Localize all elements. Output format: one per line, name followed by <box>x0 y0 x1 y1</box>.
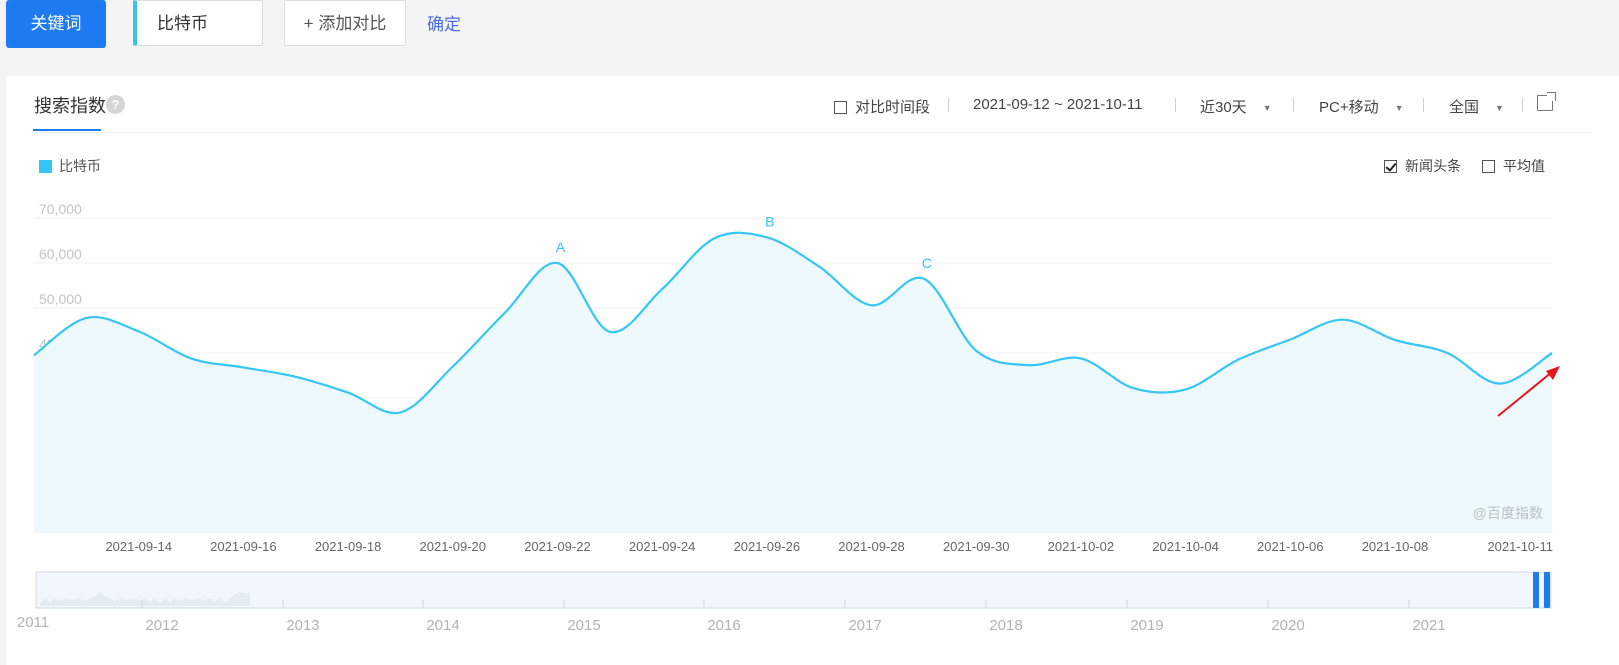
overview-year-label: 2017 <box>848 617 881 634</box>
region-select[interactable]: 全国 ▼ <box>1449 96 1504 117</box>
date-range-picker[interactable]: 2021-09-12 ~ 2021-10-11 <box>973 96 1143 113</box>
annotation-marker: C <box>922 255 932 271</box>
add-compare-label: 添加对比 <box>318 14 387 33</box>
annotation-marker: A <box>556 239 566 255</box>
help-icon[interactable]: ? <box>106 95 125 114</box>
overview-track <box>35 571 1552 609</box>
overview-mini-trend <box>40 591 250 606</box>
legend-label: 比特币 <box>59 158 101 174</box>
x-tick-label: 2021-09-28 <box>838 539 905 554</box>
x-tick-label: 2021-09-16 <box>210 539 277 554</box>
overview-handle-left <box>1533 572 1539 608</box>
x-tick-label: 2021-09-22 <box>524 539 591 554</box>
overview-year-label: 2013 <box>286 617 319 634</box>
annotation-arrowhead <box>1546 366 1560 380</box>
overview-year-label: 2016 <box>707 617 740 634</box>
x-axis-tick-labels: 2021-09-14 2021-09-16 2021-09-18 2021-09-20… <box>105 539 1553 554</box>
keyword-input[interactable]: 比特币 <box>133 0 263 46</box>
device-select[interactable]: PC+移动 ▼ <box>1319 96 1404 117</box>
overview-year-label: 2020 <box>1271 617 1304 634</box>
overview-handle-right <box>1544 572 1550 608</box>
y-tick-label: 50,000 <box>39 291 82 307</box>
confirm-link[interactable]: 确定 <box>427 15 461 34</box>
overview-year-label: 2012 <box>145 617 178 634</box>
divider <box>1522 98 1523 112</box>
compare-period-toggle[interactable]: 对比时间段 <box>834 96 930 117</box>
period-select[interactable]: 近30天 ▼ <box>1200 96 1272 117</box>
caret-down-icon: ▼ <box>1262 103 1272 113</box>
overview-year-label: 2015 <box>567 617 600 634</box>
x-tick-label: 2021-10-02 <box>1048 539 1115 554</box>
annotation-markers: A B C <box>556 213 932 270</box>
keyword-button[interactable]: 关键词 <box>6 0 106 48</box>
x-tick-label: 2021-09-18 <box>315 539 382 554</box>
overview-year-label: 2021 <box>1412 617 1445 634</box>
overview-year-label: 2019 <box>1130 617 1163 634</box>
x-tick-label: 2021-10-11 <box>1487 539 1553 554</box>
x-tick-label: 2021-10-06 <box>1257 539 1324 554</box>
header-divider <box>33 132 1593 133</box>
chart-legend[interactable]: 比特币 <box>39 156 101 176</box>
news-headlines-checkbox[interactable] <box>1384 160 1397 173</box>
average-checkbox[interactable] <box>1482 160 1495 173</box>
divider <box>948 98 949 112</box>
series-area <box>34 232 1552 533</box>
x-tick-label: 2021-10-04 <box>1152 539 1219 554</box>
toolbar: 关键词 比特币 + 添加对比 确定 <box>0 0 1619 70</box>
x-tick-label: 2021-10-08 <box>1362 539 1429 554</box>
annotation-marker: B <box>765 213 774 229</box>
divider <box>1423 98 1424 112</box>
legend-swatch <box>39 160 52 173</box>
x-tick-label: 2021-09-20 <box>420 539 487 554</box>
x-tick-label: 2021-09-30 <box>943 539 1010 554</box>
annotation-arrow <box>1497 371 1553 417</box>
watermark: @百度指数 <box>1473 505 1543 521</box>
average-toggle[interactable]: 平均值 <box>1482 156 1545 176</box>
region-label: 全国 <box>1449 99 1480 116</box>
device-label: PC+移动 <box>1319 99 1379 116</box>
external-link-icon[interactable] <box>1537 92 1556 111</box>
plus-icon: + <box>303 14 314 33</box>
divider <box>1293 98 1294 112</box>
caret-down-icon: ▼ <box>1394 103 1404 113</box>
compare-period-checkbox[interactable] <box>834 101 847 114</box>
tab-underline <box>33 129 101 131</box>
series-line <box>33 231 1553 415</box>
overview-year-label: 2018 <box>989 617 1022 634</box>
period-label: 近30天 <box>1200 99 1247 116</box>
overview-year-label: 2014 <box>426 617 459 634</box>
x-tick-label: 2021-09-24 <box>629 539 696 554</box>
tab-search-index[interactable]: 搜索指数 <box>34 96 106 116</box>
divider <box>1175 98 1176 112</box>
y-tick-label: 70,000 <box>39 201 82 217</box>
x-tick-label: 2021-09-14 <box>105 539 172 554</box>
news-headlines-label: 新闻头条 <box>1405 158 1461 174</box>
add-compare-button[interactable]: + 添加对比 <box>284 0 406 46</box>
y-tick-label: 60,000 <box>39 246 82 262</box>
overview-year-label: 2011 <box>17 614 49 631</box>
average-label: 平均值 <box>1503 158 1545 174</box>
news-headlines-toggle[interactable]: 新闻头条 <box>1384 156 1461 176</box>
compare-period-label: 对比时间段 <box>855 99 931 116</box>
x-tick-label: 2021-09-26 <box>734 539 801 554</box>
caret-down-icon: ▼ <box>1495 103 1504 113</box>
overview-range-bar: 2011 2012 2013 2014 2015 2016 2017 2018 2019 2020… <box>17 571 1552 634</box>
